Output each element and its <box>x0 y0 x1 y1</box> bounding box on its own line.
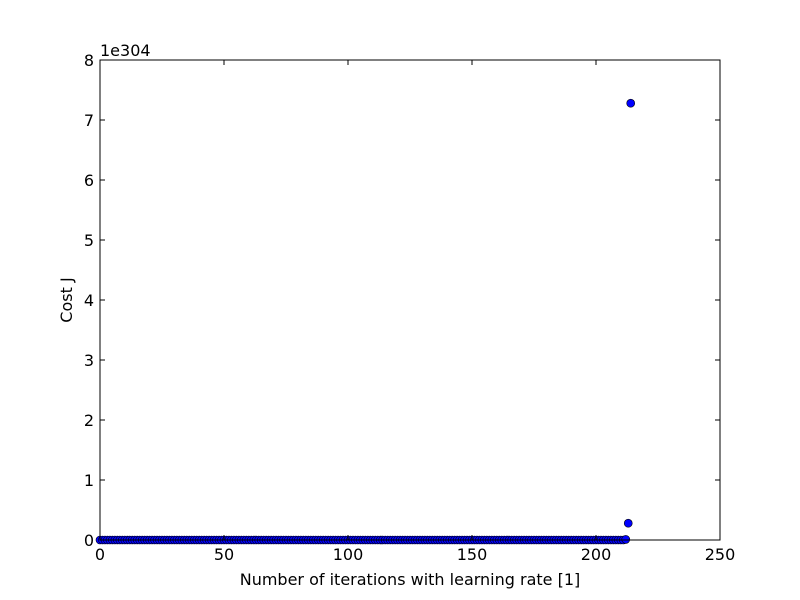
x-tick-label: 250 <box>705 545 736 564</box>
tick-labels: 0 50 100 150 200 250 0 1 2 3 4 5 6 7 8 <box>84 51 735 564</box>
x-axis-label: Number of iterations with learning rate … <box>240 570 581 589</box>
y-offset-label: 1e304 <box>100 41 151 60</box>
y-tick-label: 5 <box>84 231 94 250</box>
y-tick-label: 8 <box>84 51 94 70</box>
y-tick-label: 3 <box>84 351 94 370</box>
x-tick-label: 200 <box>581 545 612 564</box>
x-tick-label: 0 <box>95 545 105 564</box>
data-point <box>621 535 631 544</box>
y-tick-label: 2 <box>84 411 94 430</box>
y-tick-label: 6 <box>84 171 94 190</box>
y-tick-label: 0 <box>84 531 94 550</box>
x-tick-label: 100 <box>333 545 364 564</box>
x-tick-label: 150 <box>457 545 488 564</box>
data-point <box>626 98 636 108</box>
y-axis-label: Cost J <box>57 277 76 322</box>
plot-frame <box>99 59 721 541</box>
y-tick-label: 1 <box>84 471 94 490</box>
y-tick-label: 7 <box>84 111 94 130</box>
x-tick-label: 50 <box>214 545 234 564</box>
data-point <box>623 518 633 528</box>
y-tick-label: 4 <box>84 291 94 310</box>
